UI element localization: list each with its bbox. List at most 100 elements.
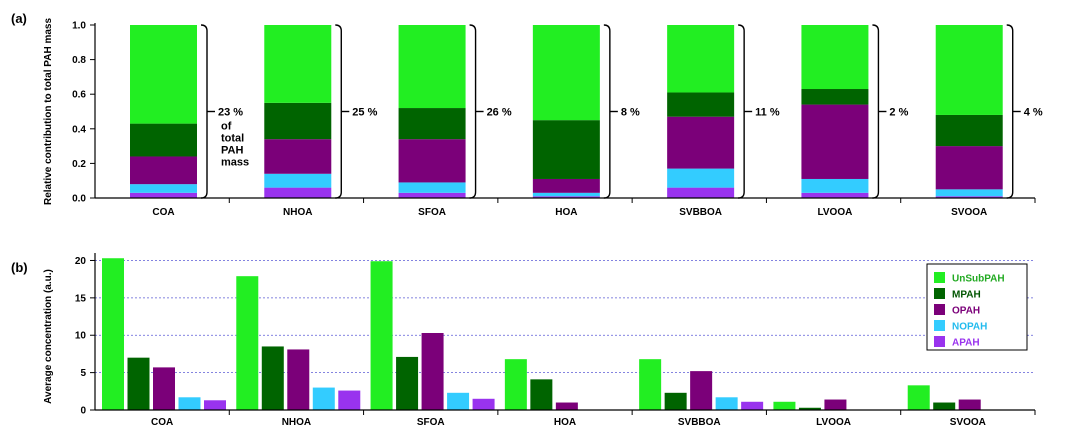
x-tick-label: LVOOA: [816, 417, 851, 428]
bar-segment-unsubpah: [532, 25, 600, 121]
legend-label-apah: APAH: [952, 338, 980, 349]
bar-nopah: [178, 397, 201, 410]
bar-segment-opah: [264, 139, 332, 174]
legend-swatch-opah: [934, 304, 945, 315]
bar-segment-mpah: [667, 92, 735, 117]
bar-segment-mpah: [264, 102, 332, 140]
y-tick-label: 10: [75, 331, 87, 342]
y-tick-label: 0.8: [72, 55, 86, 66]
legend-label-nopah: NOPAH: [952, 322, 987, 333]
bracket: [200, 24, 208, 199]
legend-swatch-nopah: [934, 320, 945, 331]
share-label: 25 %: [352, 107, 377, 119]
legend-swatch-unsubpah: [934, 272, 945, 283]
bar-segment-mpah: [532, 120, 600, 179]
legend: UnSubPAH MPAH OPAH NOPAH APAH: [926, 263, 1028, 351]
x-tick-label: LVOOA: [818, 207, 853, 218]
bar-segment-nopah: [667, 168, 735, 188]
bracket: [872, 24, 880, 199]
bar-unsubpah: [236, 276, 259, 410]
share-label: 2 %: [889, 107, 908, 119]
bar-mpah: [798, 407, 821, 410]
bar-segment-nopah: [130, 184, 197, 193]
bar-segment-apah: [532, 196, 600, 198]
bracket: [335, 24, 342, 199]
bar-apah: [204, 400, 226, 410]
bar-opah: [958, 399, 981, 410]
annotation-note-line: PAH: [221, 145, 243, 157]
bar-unsubpah: [102, 258, 124, 410]
x-tick-label: NHOA: [282, 417, 311, 428]
bar-mpah: [664, 392, 687, 410]
bar-segment-mpah: [130, 123, 197, 157]
bar-segment-nopah: [398, 182, 466, 193]
legend-label-unsubpah: UnSubPAH: [952, 274, 1005, 285]
bar-unsubpah: [639, 359, 662, 410]
bar-opah: [690, 371, 713, 410]
y-tick-label: 20: [75, 256, 87, 267]
bar-segment-apah: [935, 196, 1003, 198]
y-tick-label: 5: [80, 368, 86, 379]
annotation-note-line: mass: [221, 157, 249, 169]
bar-segment-unsubpah: [398, 25, 466, 109]
x-tick-label: HOA: [554, 417, 576, 428]
bar-segment-opah: [935, 146, 1003, 190]
bar-segment-apah: [398, 192, 466, 198]
annotation-note-line: of: [221, 121, 232, 133]
share-label: 11 %: [755, 107, 780, 119]
bar-segment-mpah: [935, 114, 1003, 147]
bar-unsubpah: [504, 359, 527, 410]
x-tick-label: SFOA: [418, 207, 446, 218]
y-tick-label: 1.0: [72, 21, 86, 32]
y-tick-label: 0.4: [72, 124, 86, 135]
bar-segment-opah: [801, 104, 869, 179]
bar-segment-apah: [667, 187, 735, 198]
y-axis-label: Average concentration (a.u.): [43, 269, 54, 404]
legend-label-mpah: MPAH: [952, 290, 981, 301]
y-tick-label: 0.2: [72, 159, 86, 170]
bar-opah: [824, 399, 847, 410]
bar-nopah: [312, 387, 335, 410]
share-label: 4 %: [1024, 107, 1043, 119]
legend-swatch-mpah: [934, 288, 945, 299]
share-label: 26 %: [487, 107, 512, 119]
x-tick-label: HOA: [555, 207, 577, 218]
legend-swatch-apah: [934, 336, 945, 347]
bar-opah: [153, 367, 175, 410]
x-tick-label: SVOOA: [951, 207, 987, 218]
bracket: [469, 24, 477, 199]
y-tick-label: 0.0: [72, 194, 86, 205]
bar-segment-unsubpah: [264, 25, 332, 103]
bar-apah: [472, 398, 495, 410]
bracket: [738, 24, 745, 199]
x-tick-label: COA: [152, 207, 174, 218]
y-axis-label: Relative contribution to total PAH mass: [43, 18, 54, 205]
x-tick-label: SVOOA: [950, 417, 986, 428]
bar-unsubpah: [370, 261, 393, 410]
share-label: 23 %: [218, 107, 243, 119]
x-tick-label: SVBBOA: [678, 417, 721, 428]
y-tick-label: 15: [75, 293, 87, 304]
bar-segment-nopah: [935, 189, 1003, 197]
share-label: 8 %: [621, 107, 640, 119]
x-tick-label: SVBBOA: [679, 207, 722, 218]
y-tick-label: 0.6: [72, 90, 86, 101]
bar-segment-apah: [801, 192, 869, 198]
bar-segment-mpah: [398, 108, 466, 140]
bar-opah: [555, 402, 578, 410]
bracket: [603, 24, 611, 199]
bar-segment-opah: [667, 116, 735, 169]
bar-segment-unsubpah: [801, 25, 869, 90]
panel-a: (a) Relative contribution to total PAH ma…: [11, 11, 1043, 218]
bar-mpah: [530, 379, 553, 410]
bar-opah: [287, 349, 310, 410]
bar-nopah: [447, 392, 470, 410]
bar-mpah: [127, 357, 150, 410]
x-tick-label: COA: [151, 417, 173, 428]
bar-unsubpah: [773, 401, 796, 410]
bar-mpah: [933, 402, 956, 410]
bar-mpah: [396, 356, 419, 410]
bar-mpah: [261, 346, 284, 410]
bar-segment-opah: [532, 178, 600, 193]
